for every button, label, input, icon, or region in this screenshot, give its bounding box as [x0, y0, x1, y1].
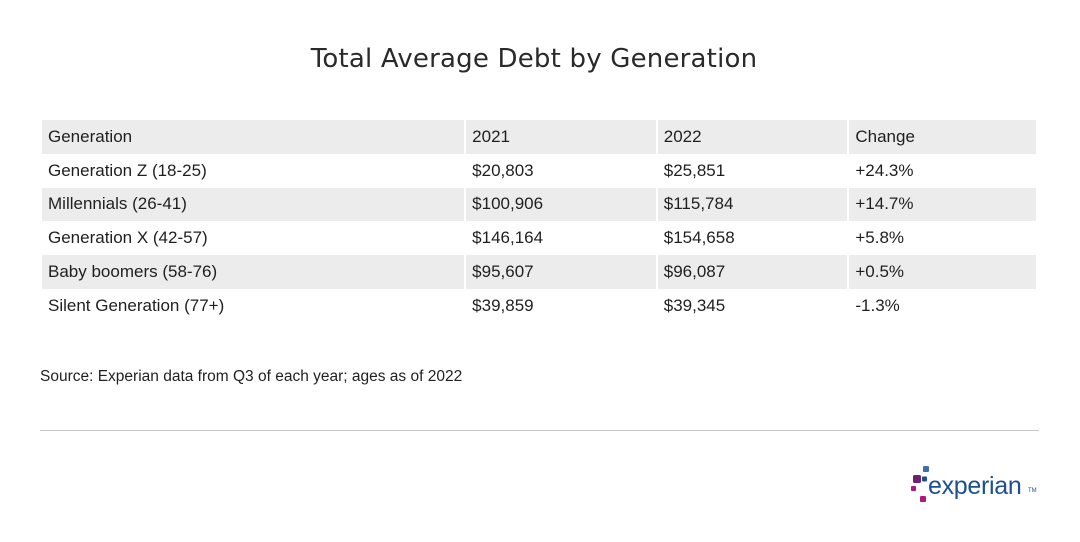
- table-header-row: Generation 2021 2022 Change: [42, 120, 1036, 154]
- table-row: Millennials (26-41) $100,906 $115,784 +1…: [42, 187, 1036, 222]
- table-cell: $25,851: [657, 153, 848, 188]
- source-note: Source: Experian data from Q3 of each ye…: [40, 368, 463, 385]
- column-header: 2021: [466, 120, 656, 154]
- logo-text: experian: [928, 472, 1022, 500]
- table-cell: $95,607: [466, 255, 656, 289]
- table-cell: Baby boomers (58-76): [42, 255, 465, 289]
- table-cell: Silent Generation (77+): [42, 288, 465, 323]
- table-row: Baby boomers (58-76) $95,607 $96,087 +0.…: [42, 255, 1036, 289]
- table-row: Generation X (42-57) $146,164 $154,658 +…: [42, 221, 1036, 256]
- table-cell: $39,859: [466, 288, 656, 323]
- table-cell: -1.3%: [849, 288, 1036, 323]
- table-cell: $20,803: [466, 153, 656, 188]
- table-cell: $146,164: [466, 221, 656, 256]
- table-cell: $154,658: [657, 221, 848, 256]
- experian-dots-icon: [911, 466, 929, 502]
- table-cell: +24.3%: [849, 153, 1036, 188]
- table-cell: $96,087: [657, 255, 848, 289]
- table-row: Silent Generation (77+) $39,859 $39,345 …: [42, 288, 1036, 323]
- table-cell: Millennials (26-41): [42, 187, 465, 222]
- debt-table: Generation 2021 2022 Change Generation Z…: [40, 120, 1038, 323]
- trademark-mark: TM: [1028, 488, 1037, 494]
- table-cell: +14.7%: [849, 187, 1036, 222]
- column-header: Generation: [42, 120, 465, 154]
- column-header: Change: [849, 120, 1036, 154]
- experian-logo: experian TM: [910, 464, 1037, 508]
- table-cell: +0.5%: [849, 255, 1036, 289]
- table-cell: $115,784: [657, 187, 848, 222]
- divider: [40, 430, 1039, 431]
- table-cell: +5.8%: [849, 221, 1036, 256]
- table-cell: Generation X (42-57): [42, 221, 465, 256]
- column-header: 2022: [657, 120, 848, 154]
- chart-title: Total Average Debt by Generation: [310, 44, 758, 74]
- table-row: Generation Z (18-25) $20,803 $25,851 +24…: [42, 153, 1036, 188]
- table-cell: Generation Z (18-25): [42, 153, 465, 188]
- table-cell: $100,906: [466, 187, 656, 222]
- table-cell: $39,345: [657, 288, 848, 323]
